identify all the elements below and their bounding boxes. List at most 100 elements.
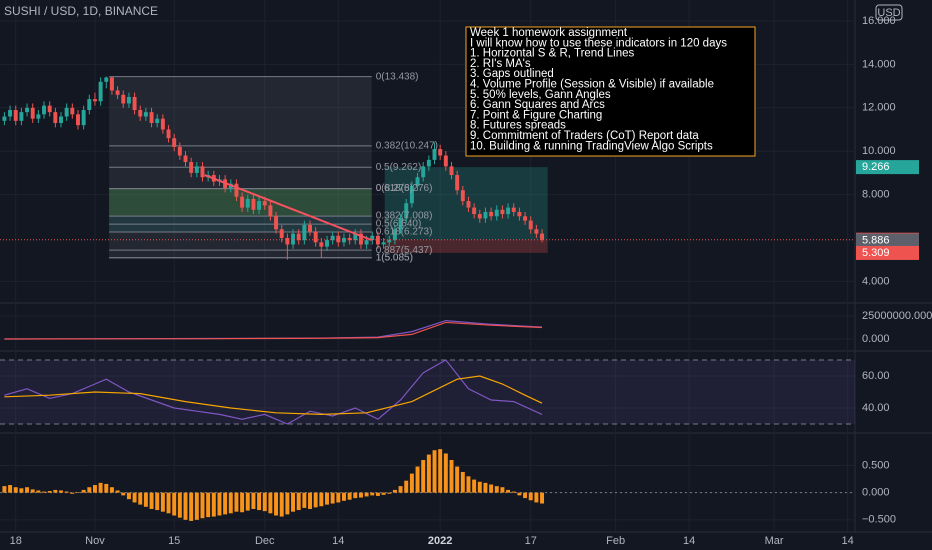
- candle-body: [353, 233, 358, 241]
- annotation-line: 3. Gaps outlined: [470, 68, 554, 80]
- indicator-line: [4, 321, 543, 340]
- histogram-bar: [92, 485, 97, 493]
- histogram-bar: [268, 492, 273, 514]
- x-tick-label: Dec: [255, 535, 275, 547]
- candle-body: [540, 233, 545, 240]
- y-tick-label: 16.000: [862, 15, 896, 27]
- candle-body: [375, 235, 380, 245]
- candle-body: [166, 129, 171, 139]
- histogram-bar: [392, 489, 397, 493]
- candle-body: [285, 237, 290, 245]
- candle-body: [421, 166, 426, 178]
- candle-body: [183, 155, 188, 163]
- candle-body: [449, 166, 454, 176]
- histogram-bar: [313, 492, 318, 508]
- y-tick-label: 4.000: [862, 275, 890, 287]
- long-stop-zone: [384, 239, 548, 253]
- candle-body: [466, 201, 471, 208]
- histogram-bar: [104, 483, 109, 493]
- histogram-bar: [149, 492, 154, 509]
- histogram-bar: [296, 492, 301, 511]
- candle-body: [274, 216, 279, 230]
- candle-body: [325, 240, 329, 247]
- histogram-bar: [506, 489, 511, 493]
- candle-body: [330, 235, 335, 241]
- histogram-bar: [358, 492, 363, 498]
- candle-body: [194, 166, 199, 173]
- candle-body: [534, 229, 539, 234]
- annotation-line: 8. Futures spreads: [470, 120, 566, 132]
- indicator-line: [4, 359, 543, 425]
- indicator-line: [4, 375, 543, 416]
- histogram-bar: [98, 482, 103, 493]
- histogram-bar: [206, 492, 211, 518]
- histogram-bar: [540, 492, 545, 504]
- histogram-bar: [200, 492, 205, 519]
- y-tick-label: 14.000: [862, 58, 896, 70]
- histogram-bar: [489, 484, 494, 493]
- candle-body: [336, 235, 341, 243]
- candle-body: [53, 112, 58, 123]
- candle-body: [138, 109, 143, 117]
- candle-body: [455, 175, 460, 191]
- candle-body: [2, 116, 7, 121]
- histogram-bar: [217, 492, 222, 516]
- histogram-bar: [319, 492, 324, 507]
- histogram-bar: [223, 492, 228, 515]
- candle-body: [511, 207, 516, 212]
- marks-layer: [0, 76, 855, 521]
- histogram-bar: [76, 492, 80, 493]
- x-tick-label: 14: [332, 535, 344, 547]
- x-tick-label: 15: [168, 535, 180, 547]
- histogram-bar: [308, 492, 312, 509]
- candle-body: [296, 233, 301, 241]
- candle-body: [200, 166, 205, 178]
- candle-body: [415, 177, 420, 186]
- histogram-bar: [330, 492, 335, 504]
- fib-label: 0(13.438): [376, 71, 419, 82]
- currency-button[interactable]: [875, 4, 903, 21]
- histogram-bar: [341, 492, 346, 501]
- x-tick-label: 17: [525, 535, 537, 547]
- y-tick-label: 0.000: [862, 333, 890, 345]
- annotation-line: 9. Commitment of Traders (CoT) Report da…: [470, 130, 699, 142]
- histogram-bar: [245, 492, 250, 511]
- histogram-bar: [160, 492, 165, 512]
- histogram-bar: [274, 492, 279, 516]
- histogram-bar: [25, 487, 30, 493]
- candle-body: [132, 96, 137, 110]
- histogram-bar: [2, 486, 7, 493]
- candle-body: [347, 237, 352, 241]
- histogram-bar: [302, 492, 307, 508]
- candle-body: [381, 242, 386, 245]
- histogram-bar: [404, 480, 409, 493]
- annotation-line: 10. Building & running TradingView Algo …: [470, 140, 713, 152]
- price-tag: [856, 160, 919, 175]
- histogram-bar: [438, 449, 443, 493]
- price-tag-label: 5.309: [862, 247, 890, 259]
- annotation-line: 4. Volume Profile (Session & Visible) if…: [470, 79, 714, 91]
- candle-body: [291, 233, 296, 245]
- histogram-bar: [336, 492, 341, 503]
- candle-body: [30, 107, 35, 119]
- candle-body: [313, 231, 318, 243]
- histogram-bar: [523, 492, 528, 499]
- histogram-bar: [285, 492, 290, 515]
- histogram-bar: [138, 492, 143, 505]
- candle-body: [528, 220, 533, 230]
- histogram-bar: [455, 466, 460, 493]
- fib-label: 0.382(7.008): [376, 211, 433, 222]
- histogram-bar: [494, 486, 499, 493]
- histogram-bar: [13, 487, 18, 493]
- candle-body: [257, 201, 262, 210]
- x-tick-label: Feb: [606, 535, 625, 547]
- candle-body: [189, 162, 194, 173]
- candle-body: [234, 183, 239, 197]
- currency-label[interactable]: USD: [877, 7, 900, 19]
- candle-body: [364, 240, 369, 245]
- candle-body: [245, 198, 250, 208]
- histogram-bar: [126, 492, 131, 500]
- histogram-bar: [8, 485, 13, 493]
- histogram-bar: [262, 492, 267, 512]
- y-tick-label: 25000000.000: [862, 310, 932, 322]
